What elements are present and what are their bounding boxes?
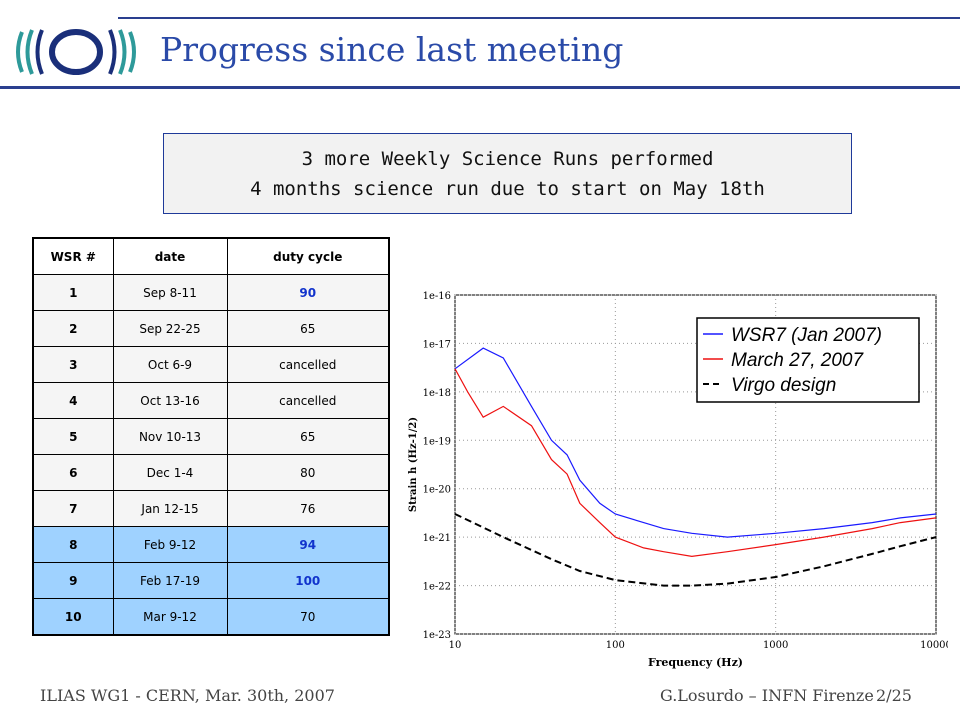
- x-tick-label: 100: [606, 640, 625, 651]
- callout-line-1: 3 more Weekly Science Runs performed: [301, 148, 714, 170]
- wsr-duty-cycle: 90: [226, 274, 390, 311]
- x-tick-label: 10000: [920, 640, 948, 651]
- wsr-duty-cycle: cancelled: [226, 382, 390, 419]
- wsr-duty-cycle: 80: [226, 454, 390, 491]
- wsr-date: Dec 1-4: [112, 454, 228, 491]
- table-header-row: WSR # date duty cycle: [32, 237, 390, 275]
- y-tick-label: 1e-21: [423, 533, 451, 544]
- wsr-number: 4: [32, 382, 114, 419]
- wsr-date: Jan 12-15: [112, 490, 228, 527]
- callout-line-2: 4 months science run due to start on May…: [250, 178, 765, 200]
- header-wsr: WSR #: [32, 237, 114, 275]
- y-tick-label: 1e-18: [423, 388, 451, 399]
- wsr-number: 8: [32, 526, 114, 563]
- page-number: 2/25: [876, 686, 912, 705]
- y-tick-label: 1e-23: [423, 630, 451, 641]
- sensitivity-plot: 10 100 1000 10000 1e-16 1e-17 1e-18 1e-19 1e-20 1…: [408, 291, 948, 669]
- wsr-date: Feb 9-12: [112, 526, 228, 563]
- legend-box: [696, 317, 920, 403]
- table-row: 4 Oct 13-16 cancelled: [32, 382, 390, 419]
- table-row-highlighted: 9 Feb 17-19 100: [32, 562, 390, 599]
- wsr-date: Nov 10-13: [112, 418, 228, 455]
- y-tick-label: 1e-19: [423, 436, 451, 447]
- y-tick-label: 1e-16: [423, 291, 451, 302]
- table-row-highlighted: 8 Feb 9-12 94: [32, 526, 390, 563]
- slide-title: Progress since last meeting: [160, 30, 624, 69]
- y-axis-label: Strain h (Hz-1/2): [408, 417, 419, 512]
- legend-entry: WSR7 (Jan 2007): [731, 325, 882, 346]
- wsr-table: WSR # date duty cycle 1 Sep 8-11 90 2 Se…: [32, 237, 390, 636]
- wsr-date: Oct 6-9: [112, 346, 228, 383]
- wsr-number: 6: [32, 454, 114, 491]
- wsr-number: 5: [32, 418, 114, 455]
- table-row: 1 Sep 8-11 90: [32, 274, 390, 311]
- legend-entry: Virgo design: [731, 375, 836, 396]
- summary-callout: 3 more Weekly Science Runs performed 4 m…: [163, 133, 852, 214]
- header-duty-cycle: duty cycle: [226, 237, 390, 275]
- wsr-number: 3: [32, 346, 114, 383]
- wsr-number: 7: [32, 490, 114, 527]
- table-row: 5 Nov 10-13 65: [32, 418, 390, 455]
- wsr-date: Feb 17-19: [112, 562, 228, 599]
- wsr-duty-cycle: 76: [226, 490, 390, 527]
- wsr-date: Oct 13-16: [112, 382, 228, 419]
- wsr-duty-cycle: 65: [226, 418, 390, 455]
- wsr-date: Mar 9-12: [112, 598, 228, 636]
- x-tick-label: 10: [449, 640, 462, 651]
- table-row-highlighted: 10 Mar 9-12 70: [32, 598, 390, 636]
- wsr-duty-cycle: 65: [226, 310, 390, 347]
- y-tick-label: 1e-22: [423, 582, 451, 593]
- footer-author: G.Losurdo – INFN Firenze: [660, 686, 874, 705]
- series-line: [454, 513, 937, 587]
- wsr-duty-cycle: 70: [226, 598, 390, 636]
- wsr-duty-cycle: cancelled: [226, 346, 390, 383]
- header-date: date: [112, 237, 228, 275]
- header-rule-top: [118, 17, 960, 19]
- table-row: 3 Oct 6-9 cancelled: [32, 346, 390, 383]
- series-line: [454, 368, 937, 558]
- table-row: 6 Dec 1-4 80: [32, 454, 390, 491]
- wsr-date: Sep 22-25: [112, 310, 228, 347]
- wsr-duty-cycle: 100: [226, 562, 390, 599]
- wsr-number: 2: [32, 310, 114, 347]
- wsr-number: 1: [32, 274, 114, 311]
- x-axis-label: Frequency (Hz): [648, 656, 743, 669]
- ego-logo: [16, 29, 136, 75]
- wsr-number: 10: [32, 598, 114, 636]
- series-line: [454, 347, 937, 538]
- table-row: 2 Sep 22-25 65: [32, 310, 390, 347]
- wsr-date: Sep 8-11: [112, 274, 228, 311]
- legend-entry: March 27, 2007: [731, 350, 864, 371]
- footer-event: ILIAS WG1 - CERN, Mar. 30th, 2007: [40, 686, 335, 705]
- y-tick-label: 1e-17: [423, 339, 451, 350]
- table-row: 7 Jan 12-15 76: [32, 490, 390, 527]
- wsr-number: 9: [32, 562, 114, 599]
- header-rule-bottom: [0, 86, 960, 89]
- x-tick-label: 1000: [763, 640, 788, 651]
- wsr-duty-cycle: 94: [226, 526, 390, 563]
- y-tick-label: 1e-20: [423, 485, 451, 496]
